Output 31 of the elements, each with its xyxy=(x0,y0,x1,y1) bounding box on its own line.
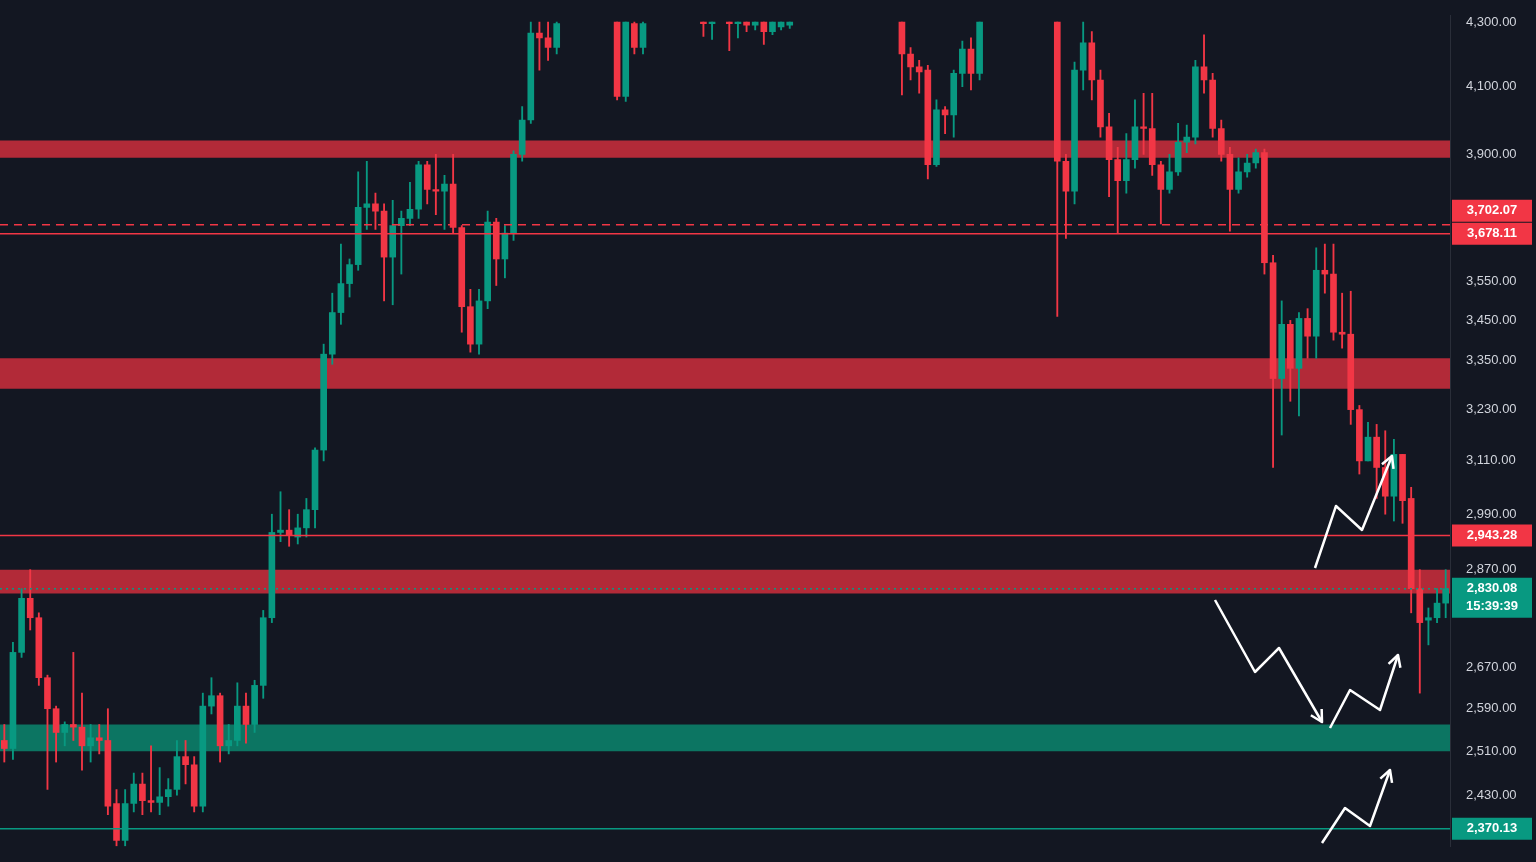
candlestick xyxy=(156,767,163,816)
ref-line-label: 3,702.07 xyxy=(1466,202,1518,218)
y-tick-label: 3,230.00 xyxy=(1466,401,1517,417)
y-tick-label: 3,450.00 xyxy=(1466,311,1517,327)
y-tick-label: 4,100.00 xyxy=(1466,78,1517,94)
candlestick xyxy=(1425,607,1432,646)
y-tick-label: 2,870.00 xyxy=(1466,561,1517,577)
y-tick-label: 2,430.00 xyxy=(1466,786,1517,802)
candlestick xyxy=(725,21,733,52)
candlestick xyxy=(95,724,103,755)
y-tick-label: 4,300.00 xyxy=(1466,13,1517,29)
y-tick-label: 3,350.00 xyxy=(1466,351,1517,367)
candlestick xyxy=(70,652,77,741)
text: 15:39:39 xyxy=(1465,598,1519,614)
y-tick-label: 2,990.00 xyxy=(1466,505,1517,521)
y-tick-label: 3,900.00 xyxy=(1466,145,1517,161)
ref-line-label: 3,678.11 xyxy=(1467,225,1517,241)
ref-line-label: 2,370.13 xyxy=(1466,820,1518,836)
y-tick-label: 2,590.00 xyxy=(1466,700,1517,716)
y-tick-label: 2,670.00 xyxy=(1466,659,1517,675)
y-tick-label: 3,110.00 xyxy=(1466,452,1516,468)
candlestick xyxy=(1140,92,1147,155)
y-tick-label: 2,510.00 xyxy=(1466,742,1517,758)
candlestick xyxy=(432,154,440,216)
candlestick xyxy=(700,21,707,37)
candlestick xyxy=(147,745,155,813)
candlestick xyxy=(398,210,405,275)
y-tick-label: 3,550.00 xyxy=(1466,273,1517,289)
ref-line-label: 2,830.08 xyxy=(1466,580,1518,596)
ref-line-label: 2,943.28 xyxy=(1466,527,1518,543)
candlestick xyxy=(1338,292,1346,349)
